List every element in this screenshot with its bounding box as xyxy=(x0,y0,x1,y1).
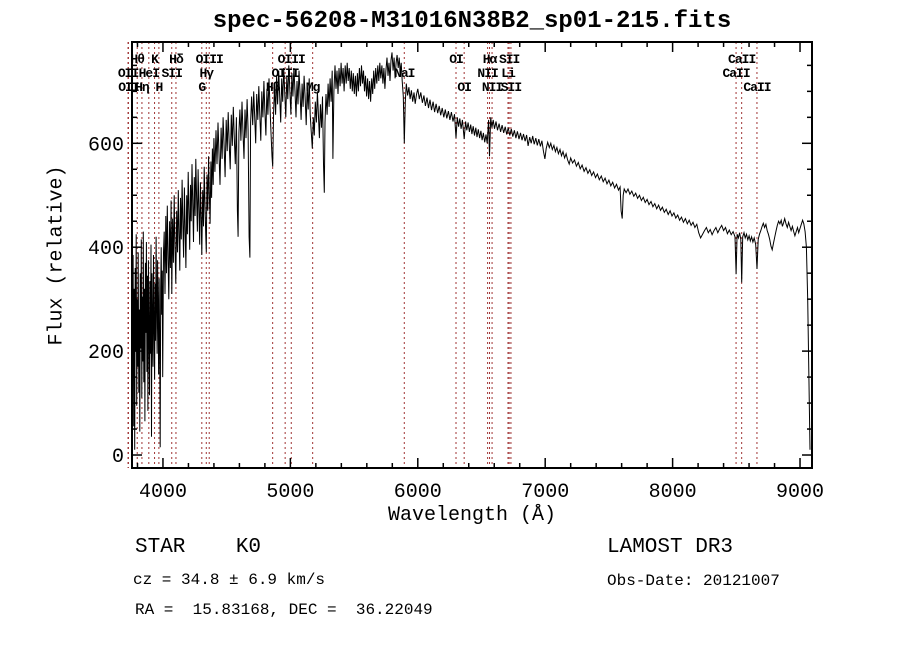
axis-ticks xyxy=(132,42,812,468)
object-class-label: STAR K0 xyxy=(135,536,262,559)
spectral-line-label: CaII xyxy=(743,80,770,95)
spectral-line-label: NaI xyxy=(394,66,415,81)
spectral-line-label: NII xyxy=(477,66,498,81)
y-axis-label: Flux (relative) xyxy=(45,165,69,346)
spectral-line-label: G xyxy=(198,80,206,95)
spectral-line-label: OI xyxy=(457,80,471,95)
y-tick-label: 0 xyxy=(112,446,124,469)
spectral-line-label: Mg xyxy=(306,80,321,95)
spectral-line-label: Hη xyxy=(135,80,150,95)
y-tick-label: 200 xyxy=(88,342,124,365)
x-axis-label: Wavelength (Å) xyxy=(387,504,557,527)
spectral-line-label: OII xyxy=(118,66,139,81)
spectral-line-label: CaII xyxy=(728,52,755,67)
plot-box xyxy=(131,41,813,469)
spectral-line-label: OI xyxy=(449,52,463,67)
ra-dec-text: RA = 15.83168, DEC = 36.22049 xyxy=(135,601,433,619)
spectral-line-label: SII xyxy=(162,66,183,81)
line-labels: OIIOIIHθHηHeIKHSIIHδGHγOIIIHβOIIIOIIIMgN… xyxy=(118,52,772,95)
x-tick-label: 9000 xyxy=(776,481,824,504)
x-tick-label: 5000 xyxy=(266,481,314,504)
spectral-line-label: Hα xyxy=(483,52,498,67)
x-tick-labels: 4000 5000 6000 7000 8000 9000 xyxy=(139,481,824,504)
spectral-line-label: K xyxy=(151,52,159,67)
line-markers xyxy=(127,42,758,468)
spectral-line-label: Li xyxy=(501,66,516,81)
plot-title: spec-56208-M31016N38B2_sp01-215.fits xyxy=(212,8,732,35)
spectral-line-label: SII xyxy=(499,52,520,67)
spectral-line-label: OIII xyxy=(278,52,305,67)
spectral-line-label: NII xyxy=(482,80,503,95)
x-tick-label: 8000 xyxy=(649,481,697,504)
spectral-line-label: Hδ xyxy=(169,52,184,67)
spectral-line-label: CaII xyxy=(722,66,749,81)
y-tick-label: 400 xyxy=(88,238,124,261)
x-tick-label: 7000 xyxy=(521,481,569,504)
y-tick-label: 600 xyxy=(88,134,124,157)
x-tick-label: 6000 xyxy=(394,481,442,504)
survey-release-label: LAMOST DR3 xyxy=(607,536,734,559)
spectral-line-label: HeI xyxy=(139,66,160,81)
spectral-line-label: H xyxy=(155,80,162,95)
obs-date-text: Obs-Date: 20121007 xyxy=(607,572,780,590)
x-tick-label: 4000 xyxy=(139,481,187,504)
spectral-line-label: Hθ xyxy=(130,52,144,67)
spectral-line-label: Hγ xyxy=(199,66,214,81)
spectral-line-label: SII xyxy=(501,80,522,95)
spectral-line-label: OIII xyxy=(196,52,223,67)
radial-velocity-text: cz = 34.8 ± 6.9 km/s xyxy=(133,571,326,589)
spectrum-line xyxy=(132,52,811,450)
y-tick-labels: 0 200 400 600 xyxy=(88,134,124,469)
